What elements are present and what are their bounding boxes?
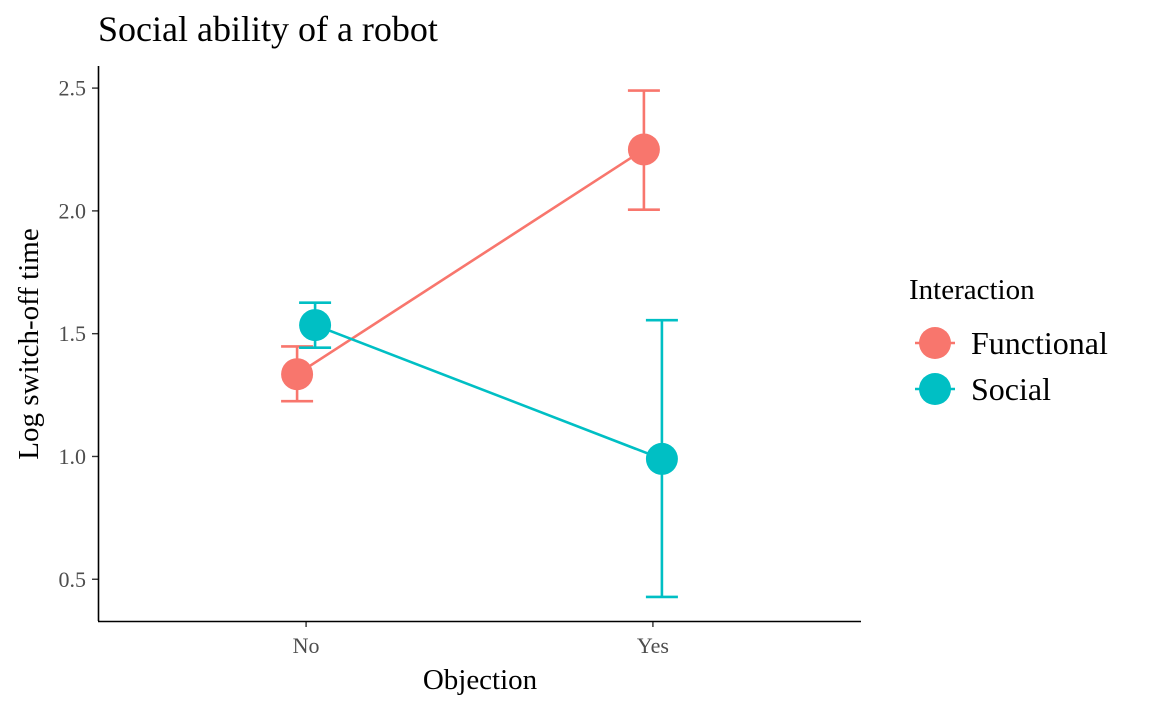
legend-label: Social bbox=[971, 371, 1051, 407]
legend-title: Interaction bbox=[909, 274, 1035, 306]
data-point bbox=[627, 133, 660, 166]
chart-title: Social ability of a robot bbox=[98, 9, 438, 49]
y-tick-label: 2.5 bbox=[59, 76, 87, 101]
y-axis-title: Log switch-off time bbox=[13, 228, 45, 459]
y-tick-label: 1.0 bbox=[59, 444, 87, 469]
series-layer bbox=[281, 89, 678, 599]
y-tick-label: 2.0 bbox=[59, 198, 87, 223]
series-social bbox=[299, 301, 678, 599]
legend: Interaction Functional Social bbox=[909, 274, 1108, 407]
legend-key-point bbox=[919, 373, 951, 405]
legend-item-functional: Functional bbox=[915, 325, 1108, 361]
legend-item-social: Social bbox=[915, 371, 1051, 407]
data-point bbox=[299, 309, 332, 342]
x-axis-title: Objection bbox=[423, 664, 538, 696]
x-tick-label: Yes bbox=[637, 633, 669, 658]
y-tick-label: 1.5 bbox=[59, 321, 87, 346]
data-point bbox=[645, 442, 678, 475]
y-tick-label: 0.5 bbox=[59, 567, 87, 592]
x-axis-ticks: No Yes bbox=[293, 621, 669, 658]
x-tick-label: No bbox=[293, 633, 320, 658]
data-point bbox=[281, 358, 314, 391]
series-line bbox=[314, 323, 663, 461]
series-functional bbox=[281, 89, 660, 403]
y-axis-ticks: 0.5 1.0 1.5 2.0 2.5 bbox=[59, 76, 98, 592]
legend-label: Functional bbox=[971, 325, 1108, 361]
series-line bbox=[296, 148, 645, 376]
legend-key-point bbox=[919, 327, 951, 359]
